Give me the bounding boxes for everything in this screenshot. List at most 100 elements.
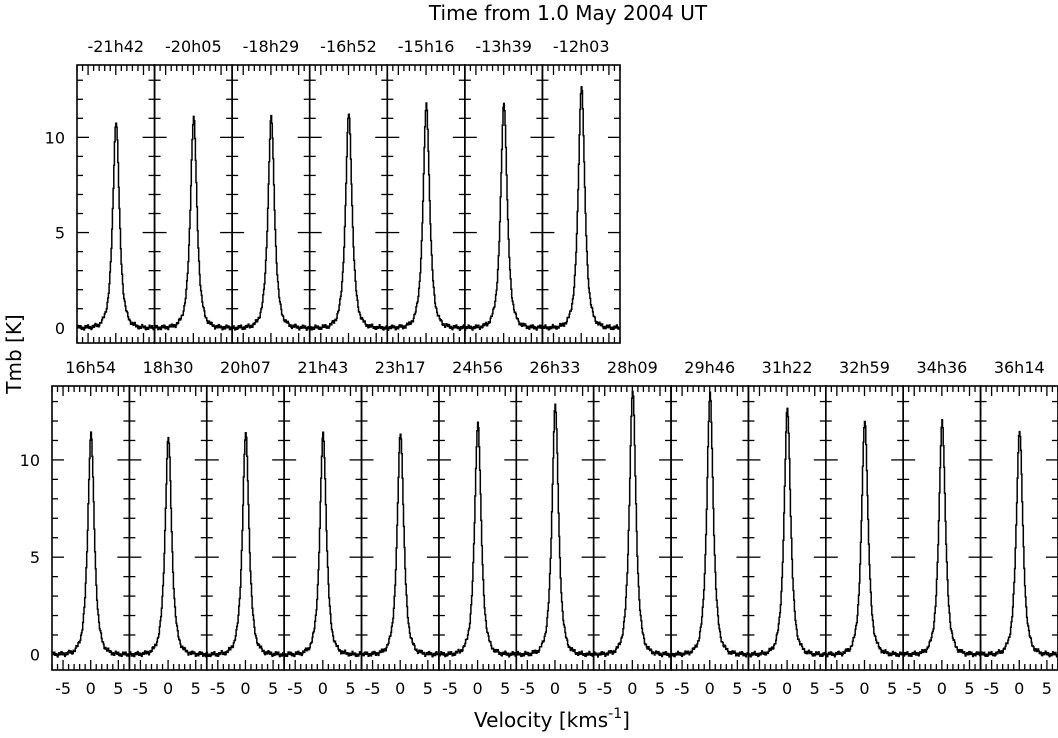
panel-frame bbox=[153, 64, 233, 344]
x-tick-label: -5 bbox=[287, 679, 303, 698]
panel-21h43: 21h43 -5 0 5 bbox=[283, 358, 363, 698]
x-tick-label: 5 bbox=[191, 679, 201, 698]
x-tick-label: 0 bbox=[550, 679, 560, 698]
panel-18h30: 18h30 -5 0 5 bbox=[128, 358, 208, 698]
x-tick-label: 5 bbox=[1042, 679, 1052, 698]
spectrum-line bbox=[76, 122, 155, 331]
x-tick-label: 0 bbox=[240, 679, 250, 698]
spectrum-line bbox=[825, 420, 903, 658]
panel-frame bbox=[308, 64, 389, 344]
panel--20h05: -20h05 bbox=[153, 37, 233, 344]
panel-frame bbox=[51, 385, 131, 671]
panel-31h22: 31h22 -5 0 5 bbox=[747, 358, 827, 698]
x-tick-label: 0 bbox=[627, 679, 637, 698]
x-tick-label: 5 bbox=[578, 679, 588, 698]
x-tick-label: 5 bbox=[887, 679, 897, 698]
panel-34h36: 34h36 -5 0 5 bbox=[902, 358, 982, 698]
x-tick-label: 5 bbox=[655, 679, 665, 698]
panel--15h16: -15h16 bbox=[386, 37, 466, 344]
spectrum-line bbox=[154, 115, 232, 331]
x-tick-label: -5 bbox=[132, 679, 148, 698]
x-tick-label: -5 bbox=[365, 679, 381, 698]
panel-20h07: 20h07 -5 0 5 bbox=[205, 358, 285, 698]
spectrum-line bbox=[232, 114, 310, 331]
spectrum-line bbox=[903, 418, 981, 658]
panel-23h17: 23h17 -5 0 5 bbox=[360, 358, 440, 698]
panel-time-label: 16h54 bbox=[65, 358, 116, 377]
panel-28h09: 28h09 -5 0 5 bbox=[592, 358, 672, 698]
panel-frame bbox=[979, 385, 1058, 671]
x-tick-label: -5 bbox=[597, 679, 613, 698]
panel--12h03: -12h03 bbox=[541, 37, 621, 344]
spectrum-line bbox=[51, 431, 130, 658]
x-axis-label-exponent: -1 bbox=[608, 706, 622, 722]
x-axis-label-suffix: ] bbox=[622, 708, 630, 732]
panel-time-label: 36h14 bbox=[994, 358, 1045, 377]
spectrum-line bbox=[980, 430, 1058, 658]
panel-frame bbox=[128, 385, 208, 671]
y-tick-label: 0 bbox=[55, 319, 65, 338]
panel-time-label: 28h09 bbox=[607, 358, 658, 377]
panel-time-label: -13h39 bbox=[475, 37, 532, 56]
panel-time-label: 26h33 bbox=[530, 358, 581, 377]
y-tick-label: 10 bbox=[45, 128, 65, 147]
x-tick-label: 5 bbox=[500, 679, 510, 698]
panel--21h42: -21h42 0 5 10 bbox=[45, 37, 156, 344]
x-tick-label: -5 bbox=[55, 679, 71, 698]
x-axis-label-text: Velocity [kms bbox=[474, 708, 608, 732]
x-tick-label: 5 bbox=[113, 679, 123, 698]
panel-time-label: 31h22 bbox=[762, 358, 813, 377]
panel-time-label: -12h03 bbox=[553, 37, 610, 56]
spectrum-line bbox=[748, 407, 826, 658]
panel-time-label: 18h30 bbox=[143, 358, 194, 377]
panel--18h29: -18h29 bbox=[231, 37, 311, 344]
x-tick-label: 0 bbox=[395, 679, 405, 698]
panel-time-label: 23h17 bbox=[375, 358, 426, 377]
panel-time-label: 24h56 bbox=[452, 358, 503, 377]
panel-time-label: 34h36 bbox=[916, 358, 967, 377]
x-tick-label: -5 bbox=[210, 679, 226, 698]
x-tick-label: 5 bbox=[810, 679, 820, 698]
x-tick-label: -5 bbox=[674, 679, 690, 698]
figure-title: Time from 1.0 May 2004 UT bbox=[428, 1, 708, 25]
panel-time-label: -16h52 bbox=[320, 37, 377, 56]
x-tick-label: -5 bbox=[829, 679, 845, 698]
panel-frame bbox=[205, 385, 285, 671]
x-tick-label: 0 bbox=[163, 679, 173, 698]
spectrum-line bbox=[670, 391, 749, 658]
spectrum-line bbox=[206, 431, 284, 658]
y-tick-label: 10 bbox=[20, 451, 40, 470]
spectrum-line bbox=[129, 436, 207, 658]
x-tick-label: -5 bbox=[751, 679, 767, 698]
panel-24h56: 24h56 -5 0 5 bbox=[438, 358, 518, 698]
panel-frame bbox=[283, 385, 363, 671]
panel-time-label: -21h42 bbox=[87, 37, 144, 56]
x-tick-label: 0 bbox=[859, 679, 869, 698]
panel-26h33: 26h33 -5 0 5 bbox=[515, 358, 595, 698]
x-tick-label: 0 bbox=[782, 679, 792, 698]
spectrum-line bbox=[438, 421, 517, 658]
x-tick-label: 0 bbox=[318, 679, 328, 698]
x-tick-label: 5 bbox=[423, 679, 433, 698]
x-tick-label: 0 bbox=[937, 679, 947, 698]
x-axis-label: Velocity [kms-1] bbox=[474, 706, 630, 732]
panel-frame bbox=[231, 64, 311, 344]
row-top-panels: -21h42 0 5 10 -20h05 -18h29 -16h52 -15h16 -13h39… bbox=[45, 37, 621, 344]
spectrum-line bbox=[284, 431, 362, 658]
spectrum-line bbox=[593, 390, 671, 658]
panel--16h52: -16h52 bbox=[308, 37, 389, 344]
panel-time-label: 20h07 bbox=[220, 358, 271, 377]
y-axis-label: Tmb [K] bbox=[2, 314, 26, 394]
panel-29h46: 29h46 -5 0 5 bbox=[670, 358, 750, 698]
spectrum-line bbox=[542, 86, 620, 331]
panel-time-label: -20h05 bbox=[165, 37, 222, 56]
panel-time-label: 29h46 bbox=[684, 358, 735, 377]
y-tick-label: 5 bbox=[30, 548, 40, 567]
panel-time-label: 32h59 bbox=[839, 358, 890, 377]
panel-time-label: -15h16 bbox=[398, 37, 455, 56]
panel-frame bbox=[592, 385, 672, 671]
spectrum-line bbox=[387, 102, 465, 332]
